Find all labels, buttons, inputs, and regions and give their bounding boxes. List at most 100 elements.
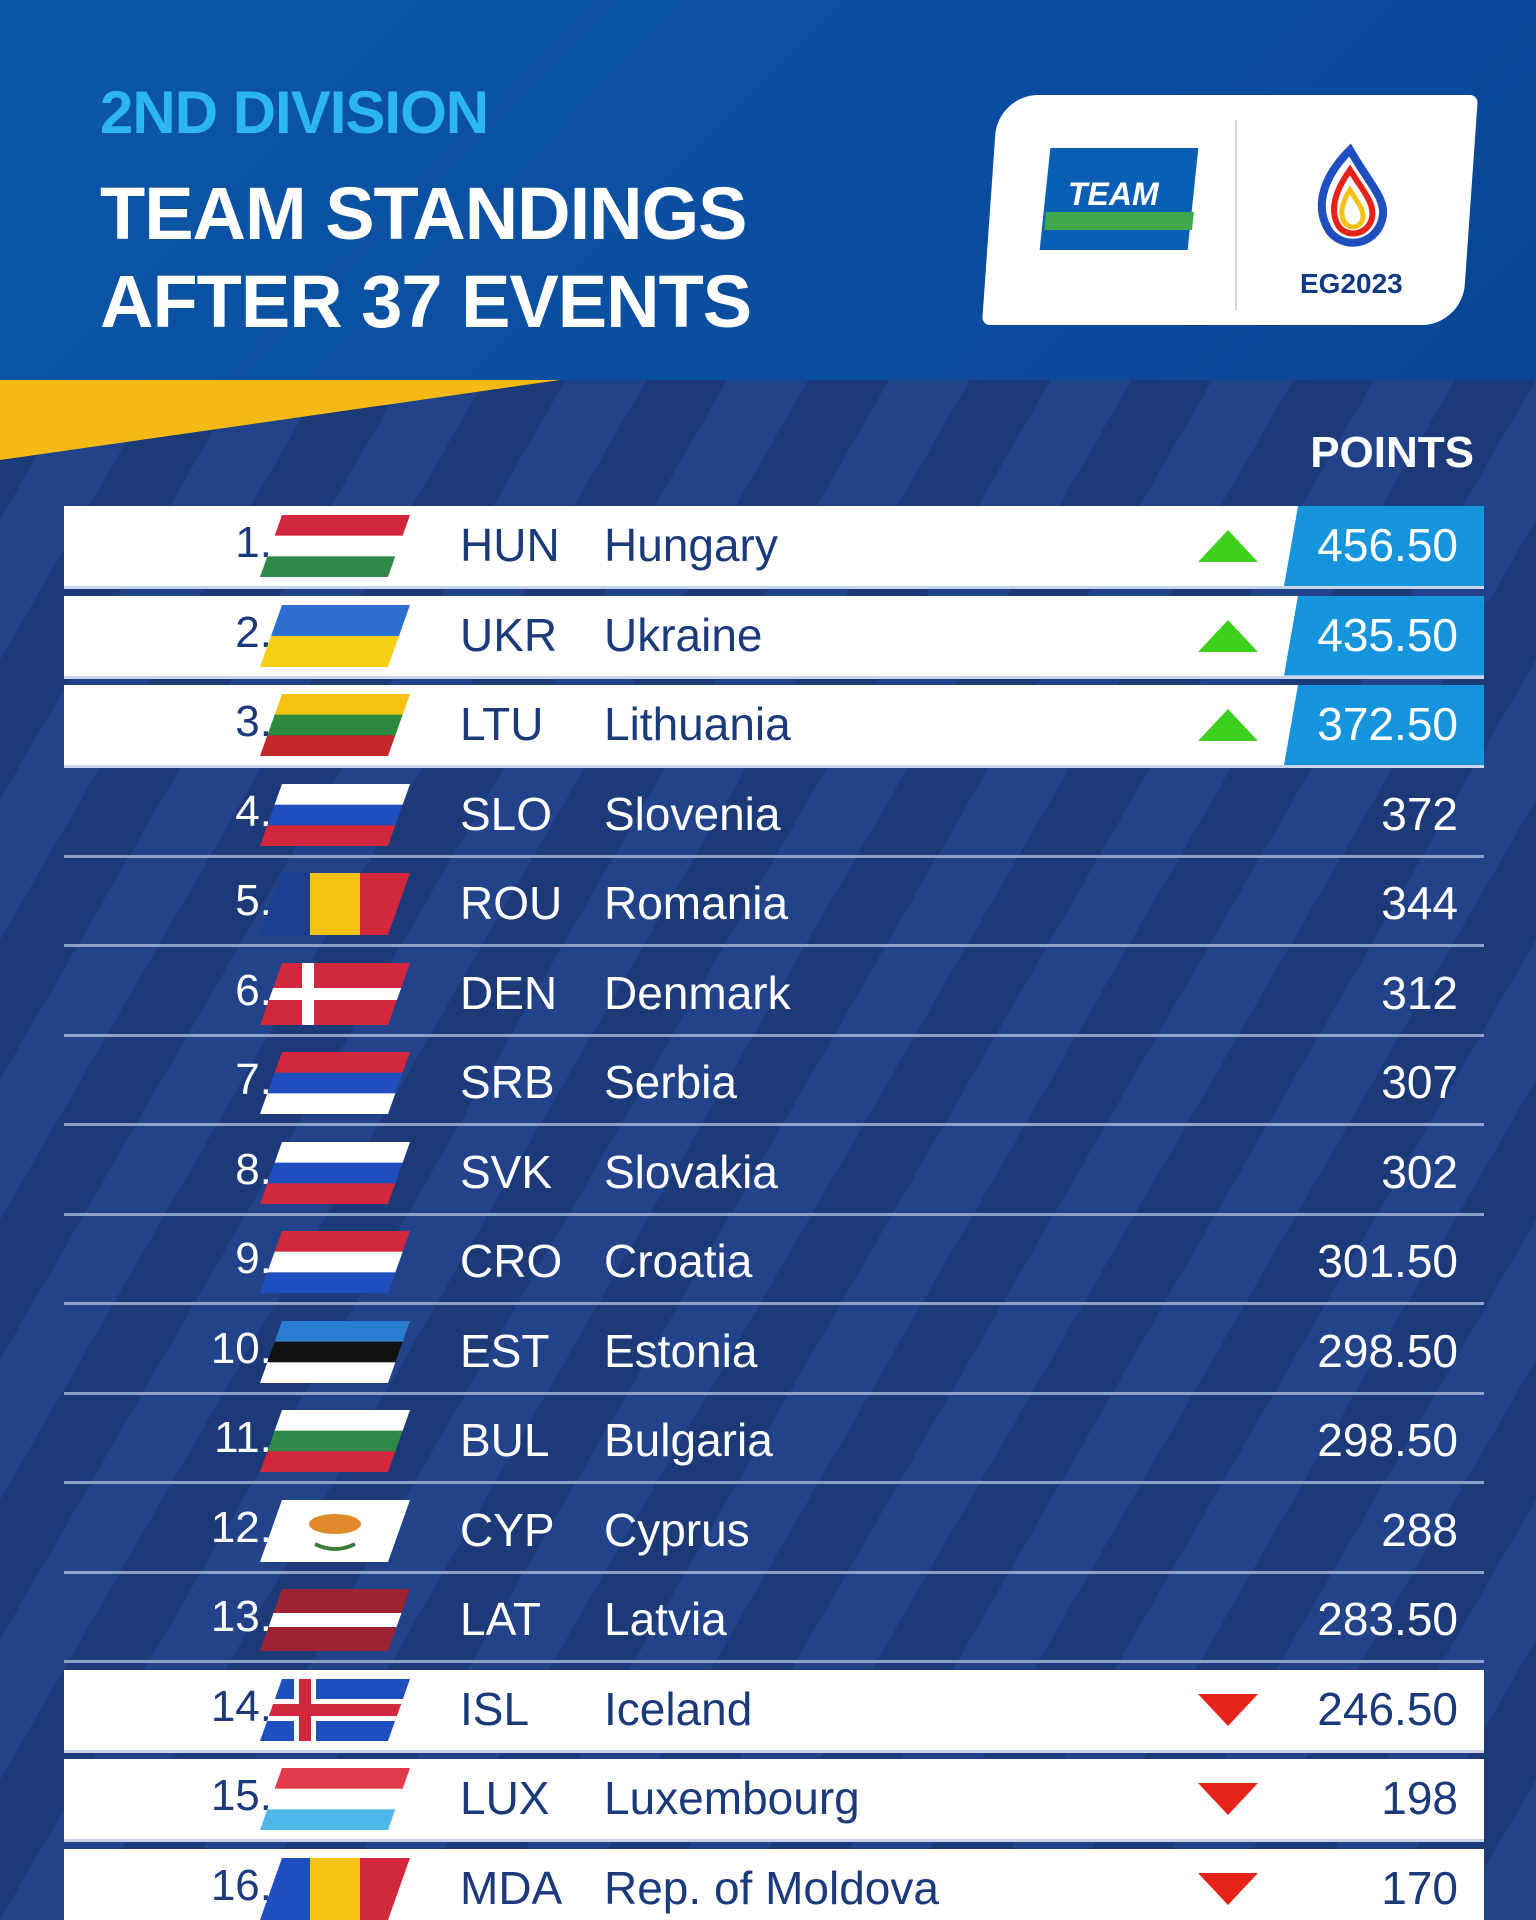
rank: 1. bbox=[235, 518, 272, 567]
points-value: 170 bbox=[1381, 1861, 1458, 1914]
country-name: Ukraine bbox=[604, 608, 763, 661]
flag-icon bbox=[260, 962, 410, 1025]
title-line-1: TEAM STANDINGS bbox=[100, 172, 748, 255]
country-code: LUX bbox=[460, 1772, 550, 1824]
relegation-arrow-icon bbox=[1198, 1872, 1258, 1905]
flag-icon bbox=[260, 1589, 410, 1651]
flag-icon bbox=[260, 1678, 410, 1741]
points-value: 283.50 bbox=[1317, 1593, 1458, 1645]
country-code: EST bbox=[460, 1324, 550, 1377]
points-highlight-box bbox=[1284, 685, 1484, 765]
title-line-2: AFTER 37 EVENTS bbox=[100, 260, 752, 343]
points-value: 307 bbox=[1381, 1056, 1458, 1108]
flag-icon bbox=[260, 694, 410, 756]
points-value: 372 bbox=[1381, 787, 1458, 840]
country-code: SRB bbox=[460, 1056, 555, 1108]
flag-icon bbox=[260, 1141, 410, 1204]
points-value: 198 bbox=[1381, 1772, 1458, 1824]
country-name: Rep. of Moldova bbox=[604, 1861, 939, 1914]
country-code: ROU bbox=[460, 877, 563, 929]
flag-icon bbox=[260, 604, 410, 667]
flag-icon bbox=[260, 873, 410, 935]
rank: 15. bbox=[210, 1771, 272, 1820]
country-name: Iceland bbox=[604, 1682, 753, 1735]
points-value: 312 bbox=[1381, 966, 1458, 1019]
rank: 10. bbox=[210, 1323, 272, 1373]
country-name: Luxembourg bbox=[604, 1772, 860, 1824]
country-name: Denmark bbox=[604, 966, 791, 1019]
country-name: Romania bbox=[604, 877, 789, 929]
table-row: 16. MDA Rep. of Moldova 170 bbox=[64, 1848, 1484, 1920]
relegation-arrow-icon bbox=[1198, 1783, 1258, 1815]
rank: 6. bbox=[235, 965, 272, 1015]
country-name: Slovakia bbox=[604, 1145, 778, 1198]
points-value: 298.50 bbox=[1317, 1324, 1458, 1377]
promotion-arrow-icon bbox=[1198, 709, 1258, 741]
rank: 9. bbox=[235, 1234, 272, 1283]
table-row: 5. ROU Romania 344 bbox=[64, 864, 1484, 947]
country-name: Lithuania bbox=[604, 698, 791, 750]
flag-icon bbox=[260, 1052, 410, 1114]
table-row: 2. UKR Ukraine 435.50 bbox=[64, 595, 1484, 679]
points-value: 344 bbox=[1381, 877, 1458, 929]
country-name: Hungary bbox=[604, 519, 778, 571]
flag-icon bbox=[260, 1768, 410, 1830]
country-name: Cyprus bbox=[604, 1503, 750, 1556]
standings-table: 1. HUN Hungary 456.50 2. UKR Ukraine 435.50 3. LT… bbox=[64, 506, 1484, 1920]
table-row: 9. CRO Croatia 301.50 bbox=[64, 1222, 1484, 1305]
rank: 16. bbox=[210, 1860, 272, 1910]
country-code: HUN bbox=[460, 519, 560, 571]
country-code: UKR bbox=[460, 608, 558, 661]
flag-icon bbox=[260, 1499, 410, 1562]
promotion-arrow-icon bbox=[1198, 530, 1258, 562]
rank: 13. bbox=[210, 1592, 272, 1641]
table-row: 1. HUN Hungary 456.50 bbox=[64, 506, 1484, 589]
flag-icon bbox=[260, 1231, 410, 1293]
table-row: 8. SVK Slovakia 302 bbox=[64, 1133, 1484, 1216]
logo-band bbox=[1044, 212, 1194, 230]
table-row: 15. LUX Luxembourg 198 bbox=[64, 1759, 1484, 1842]
logo-team-text: TEAM bbox=[1068, 176, 1159, 212]
country-code: CYP bbox=[460, 1503, 555, 1556]
country-code: ISL bbox=[460, 1682, 530, 1735]
country-name: Slovenia bbox=[604, 787, 781, 840]
table-row: 4. SLO Slovenia 372 bbox=[64, 775, 1484, 858]
table-row: 11. BUL Bulgaria 298.50 bbox=[64, 1401, 1484, 1484]
points-value: 288 bbox=[1381, 1503, 1458, 1556]
table-row: 7. SRB Serbia 307 bbox=[64, 1043, 1484, 1126]
country-code: DEN bbox=[460, 966, 558, 1019]
flag-icon bbox=[260, 515, 410, 577]
points-value: 246.50 bbox=[1317, 1682, 1458, 1735]
country-name: Estonia bbox=[604, 1324, 758, 1377]
points-highlight-box bbox=[1284, 595, 1484, 676]
rank: 8. bbox=[235, 1144, 272, 1194]
points-value: 456.50 bbox=[1317, 519, 1458, 571]
european-games-logo-icon bbox=[1317, 143, 1388, 247]
points-column-header: POINTS bbox=[1310, 428, 1474, 477]
flag-icon bbox=[260, 1857, 410, 1920]
points-value: 435.50 bbox=[1317, 608, 1458, 661]
table-row: 10. EST Estonia 298.50 bbox=[64, 1312, 1484, 1395]
rank: 12. bbox=[210, 1502, 272, 1552]
country-code: CRO bbox=[460, 1235, 563, 1287]
eg-logo-text: EG2023 bbox=[1300, 268, 1403, 299]
rank: 4. bbox=[235, 786, 272, 836]
country-code: LTU bbox=[460, 698, 544, 750]
promotion-arrow-icon bbox=[1198, 619, 1258, 652]
page-title: TEAM STANDINGS AFTER 37 EVENTS bbox=[100, 170, 752, 346]
table-row: 14. ISL Iceland 246.50 bbox=[64, 1669, 1484, 1753]
relegation-arrow-icon bbox=[1198, 1693, 1258, 1726]
division-label: 2ND DIVISION bbox=[100, 79, 489, 146]
rank: 11. bbox=[214, 1413, 272, 1462]
flag-icon bbox=[260, 783, 410, 846]
points-value: 372.50 bbox=[1317, 698, 1458, 750]
country-name: Latvia bbox=[604, 1593, 727, 1645]
flag-icon bbox=[260, 1410, 410, 1472]
points-value: 298.50 bbox=[1317, 1414, 1458, 1466]
points-highlight-box bbox=[1284, 506, 1484, 586]
rank: 3. bbox=[235, 697, 272, 746]
country-name: Croatia bbox=[604, 1235, 753, 1287]
table-row: 13. LAT Latvia 283.50 bbox=[64, 1580, 1484, 1663]
country-code: MDA bbox=[460, 1861, 563, 1914]
